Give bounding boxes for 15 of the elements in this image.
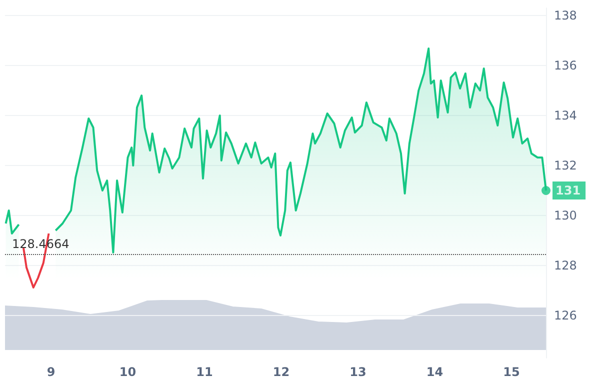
x-tick-label: 14 xyxy=(426,365,444,379)
y-tick-label: 138 xyxy=(554,8,577,22)
x-tick-label: 10 xyxy=(119,365,136,379)
y-tick-label: 134 xyxy=(554,108,577,122)
x-tick-label: 11 xyxy=(196,365,213,379)
x-tick-label: 13 xyxy=(350,365,366,379)
annotation: 131 xyxy=(556,184,581,198)
y-tick-label: 136 xyxy=(554,58,577,72)
y-tick-label: 130 xyxy=(554,208,577,222)
x-tick-label: 12 xyxy=(272,365,290,379)
y-tick-label: 126 xyxy=(554,308,577,322)
x-tick-label: 9 xyxy=(46,365,56,379)
y-tick-label: 128 xyxy=(554,258,577,272)
y-tick-label: 132 xyxy=(554,158,577,172)
x-tick-label: 15 xyxy=(503,365,520,379)
